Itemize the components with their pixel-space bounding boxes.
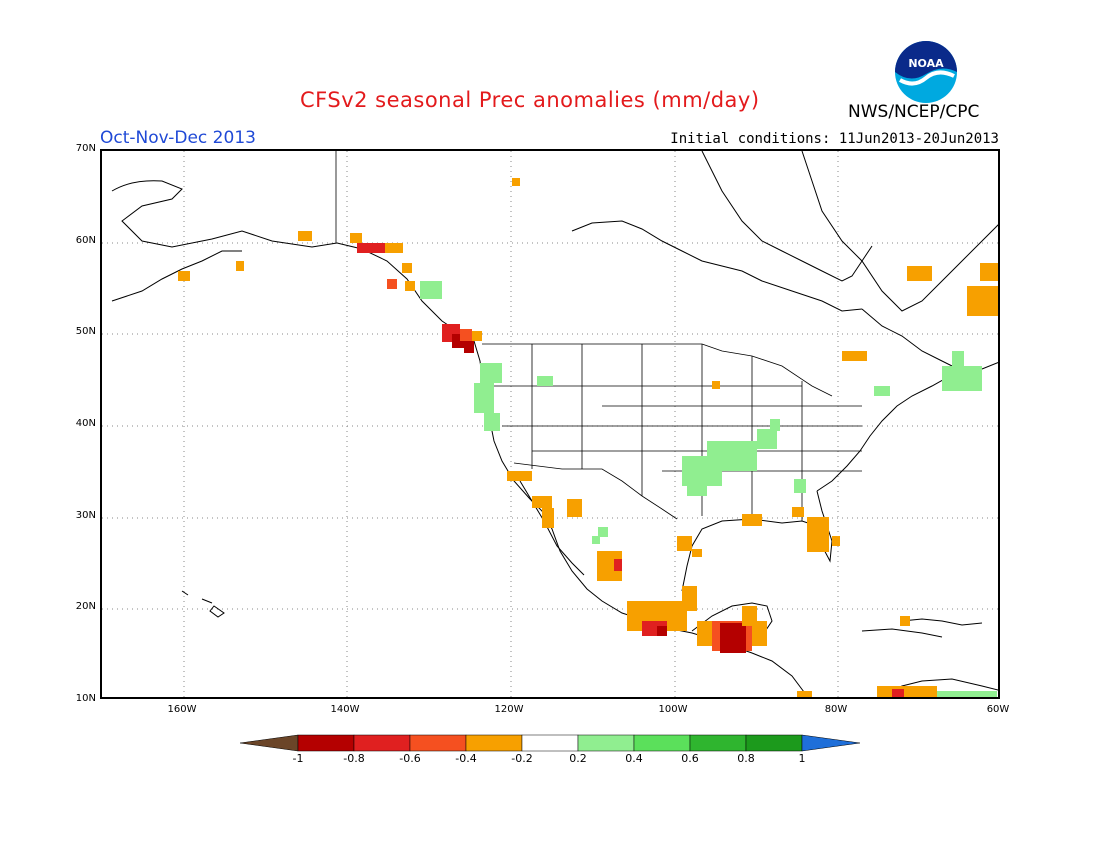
legend-tick-labels: -1 -0.8 -0.6 -0.4 -0.2 0.2 0.4 0.6 0.8 1 [0, 752, 1100, 772]
lon-label-140w: 140W [330, 704, 360, 715]
lon-label-160w: 160W [167, 704, 197, 715]
legend-bin [689, 734, 747, 752]
agency-label: NWS/NCEP/CPC [848, 102, 980, 122]
legend-tick-label: -0.8 [343, 752, 365, 765]
legend-tick-label: 0.8 [737, 752, 755, 765]
legend-tick-label: 0.4 [625, 752, 643, 765]
map-panel [100, 149, 1000, 699]
legend-bin [577, 734, 635, 752]
lon-label-80w: 80W [824, 704, 848, 715]
initial-conditions-label: Initial conditions: 11Jun2013-20Jun2013 [670, 131, 999, 147]
coastlines [111, 151, 998, 697]
legend-tick-label: 0.2 [569, 752, 587, 765]
lat-label-40n: 40N [75, 418, 96, 429]
anomaly-patches [178, 178, 998, 697]
lat-label-30n: 30N [75, 510, 96, 521]
lat-label-10n: 10N [75, 693, 96, 704]
legend-bin [465, 734, 523, 752]
legend-bin [297, 734, 355, 752]
map-canvas [102, 151, 998, 697]
lon-label-60w: 60W [986, 704, 1010, 715]
lat-label-70n: 70N [75, 143, 96, 154]
lat-label-20n: 20N [75, 601, 96, 612]
legend-bin [521, 734, 579, 752]
legend-bin [409, 734, 467, 752]
legend-bin [745, 734, 803, 752]
lon-label-120w: 120W [494, 704, 524, 715]
legend-arrow-below [240, 734, 299, 752]
season-label: Oct-Nov-Dec 2013 [100, 128, 256, 148]
noaa-logo-text: NOAA [908, 57, 944, 70]
lat-label-60n: 60N [75, 235, 96, 246]
noaa-logo: NOAA [894, 40, 958, 104]
legend-bins [297, 734, 803, 752]
color-legend-bar [240, 734, 860, 752]
legend-tick-label: -0.4 [455, 752, 477, 765]
lon-label-100w: 100W [658, 704, 688, 715]
legend-tick-label: -0.6 [399, 752, 421, 765]
lat-label-50n: 50N [75, 326, 96, 337]
political-borders [335, 151, 862, 521]
legend-bin [353, 734, 411, 752]
grid-lines [102, 151, 998, 697]
legend-tick-label: 1 [798, 752, 806, 765]
legend-tick-label: -0.2 [511, 752, 533, 765]
legend-tick-label: -1 [292, 752, 304, 765]
chart-title: CFSv2 seasonal Prec anomalies (mm/day) [300, 88, 760, 112]
legend-tick-label: 0.6 [681, 752, 699, 765]
legend-bin [633, 734, 691, 752]
legend-arrow-above [801, 734, 860, 752]
